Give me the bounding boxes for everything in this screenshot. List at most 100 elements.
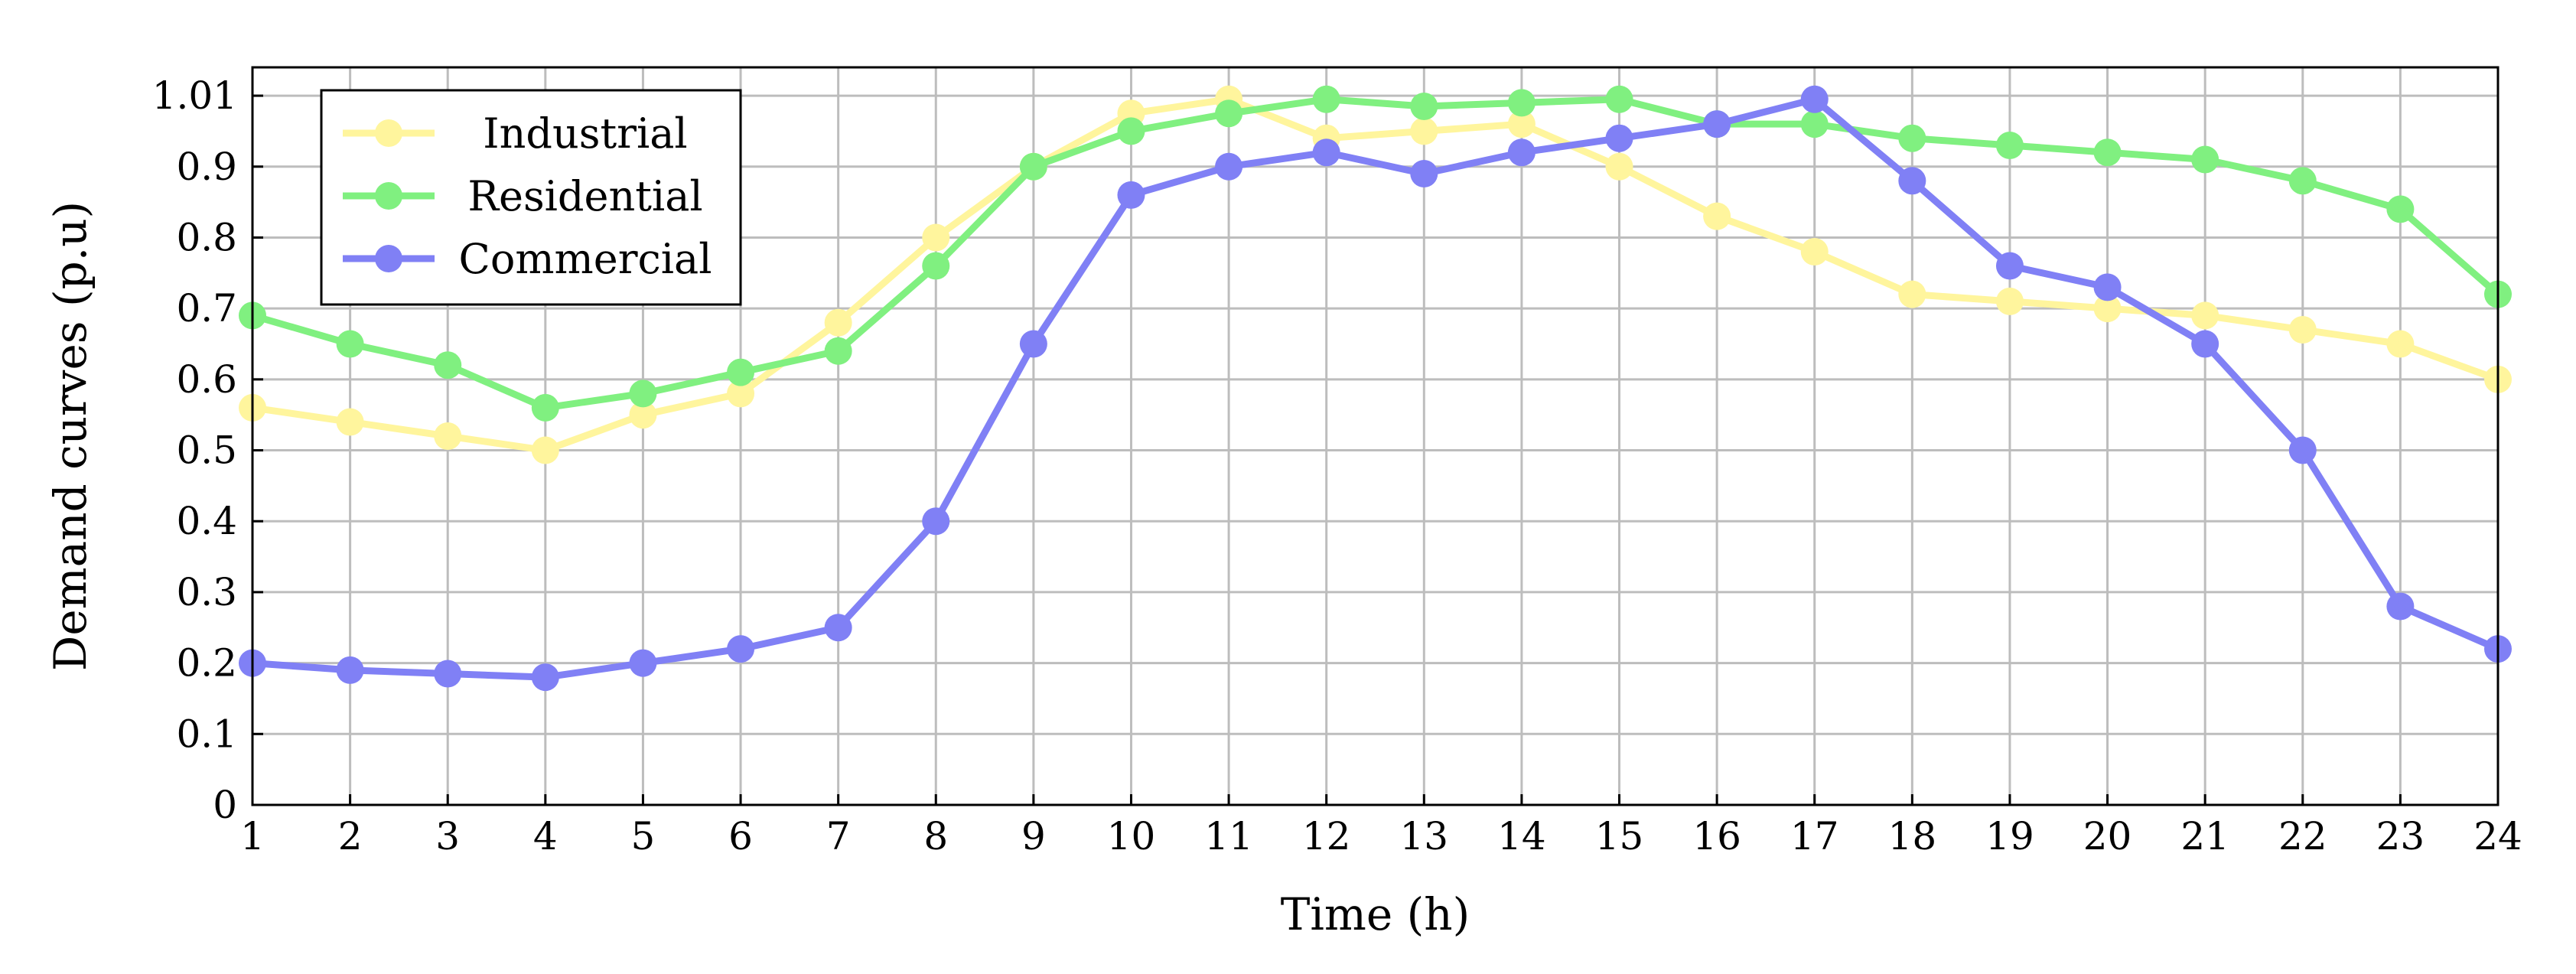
legend-entry-commercial: Commercial xyxy=(343,235,712,283)
data-point-commercial xyxy=(1410,160,1438,188)
data-point-residential xyxy=(2191,145,2219,174)
x-tick-label: 21 xyxy=(2180,814,2229,858)
data-point-residential xyxy=(1410,92,1438,120)
data-point-residential xyxy=(1507,89,1536,117)
data-point-commercial xyxy=(434,660,462,688)
data-point-residential xyxy=(1312,85,1340,113)
x-tick-label: 15 xyxy=(1595,814,1644,858)
data-point-commercial xyxy=(2191,330,2219,358)
legend: Industrial Residential Commercial xyxy=(320,89,742,306)
x-tick-label: 7 xyxy=(826,814,851,858)
data-point-residential xyxy=(1995,131,2024,159)
data-point-commercial xyxy=(1800,85,1829,113)
legend-label: Industrial xyxy=(483,109,687,158)
data-point-industrial xyxy=(1995,287,2024,315)
legend-label: Commercial xyxy=(459,235,712,283)
data-point-commercial xyxy=(336,656,364,684)
y-tick-label: 0.3 xyxy=(176,570,237,614)
x-tick-label: 9 xyxy=(1021,814,1046,858)
data-point-residential xyxy=(531,393,559,422)
y-tick-label: 1.01 xyxy=(152,73,237,118)
data-point-commercial xyxy=(1995,252,2024,280)
data-point-industrial xyxy=(2288,315,2317,344)
data-point-residential xyxy=(2386,195,2415,223)
x-tick-label: 17 xyxy=(1790,814,1839,858)
data-point-industrial xyxy=(1410,117,1438,145)
plot-frame xyxy=(251,66,2499,806)
data-point-residential xyxy=(629,380,657,408)
legend-swatch-marker xyxy=(375,245,402,272)
x-tick-label: 18 xyxy=(1888,814,1937,858)
series-line-residential xyxy=(249,96,2502,412)
y-tick-label: 0.9 xyxy=(176,145,237,189)
x-tick-label: 22 xyxy=(2278,814,2327,858)
data-point-commercial xyxy=(531,663,559,692)
series-line-commercial xyxy=(249,96,2502,681)
data-point-industrial xyxy=(2093,295,2122,323)
legend-label: Residential xyxy=(467,172,702,220)
y-tick-label: 0.4 xyxy=(176,499,237,543)
legend-entry-industrial: Industrial xyxy=(343,109,688,158)
data-point-residential xyxy=(922,252,950,280)
data-point-residential xyxy=(336,330,364,358)
data-point-residential xyxy=(1117,117,1145,145)
series-line-industrial xyxy=(249,96,2502,454)
data-point-residential xyxy=(824,337,852,365)
data-point-industrial xyxy=(922,223,950,252)
x-tick-label: 24 xyxy=(2473,814,2522,858)
y-tick-label: 0.6 xyxy=(176,357,237,402)
legend-entry-residential: Residential xyxy=(343,172,703,220)
x-tick-label: 16 xyxy=(1692,814,1741,858)
data-point-industrial xyxy=(336,408,364,436)
data-point-industrial xyxy=(2191,301,2219,330)
x-tick-label: 23 xyxy=(2376,814,2425,858)
x-tick-label: 1 xyxy=(240,814,265,858)
data-point-commercial xyxy=(2093,273,2122,301)
legend-swatch-marker xyxy=(375,182,402,210)
legend-entries: Industrial Residential Commercial xyxy=(343,109,712,283)
data-point-commercial xyxy=(727,635,755,663)
data-point-commercial xyxy=(1312,138,1340,167)
data-point-industrial xyxy=(531,436,559,464)
tick-labels: 1 2 3 4 5 6 7 8 9 10 11 12 13 14 15 16 17 18 19 20 21 22 23 240… xyxy=(152,73,2522,858)
data-point-commercial xyxy=(2386,592,2415,621)
data-point-residential xyxy=(1605,85,1633,113)
y-tick-label: 0.2 xyxy=(176,641,237,686)
x-tick-label: 6 xyxy=(728,814,753,858)
data-point-industrial xyxy=(1800,238,1829,265)
data-point-residential xyxy=(1215,99,1243,128)
data-point-industrial xyxy=(2386,330,2415,358)
x-tick-label: 14 xyxy=(1497,814,1546,858)
x-tick-label: 19 xyxy=(1985,814,2034,858)
data-point-commercial xyxy=(629,649,657,677)
y-tick-label: 0.7 xyxy=(176,286,237,331)
data-point-industrial xyxy=(1703,202,1731,230)
x-tick-label: 8 xyxy=(923,814,948,858)
x-tick-label: 11 xyxy=(1204,814,1253,858)
data-point-commercial xyxy=(1703,110,1731,138)
data-point-industrial xyxy=(824,308,852,337)
data-point-industrial xyxy=(1605,152,1633,181)
series-layer xyxy=(239,85,2512,692)
x-tick-label: 4 xyxy=(533,814,558,858)
x-tick-label: 12 xyxy=(1302,814,1351,858)
data-point-commercial xyxy=(1605,124,1633,152)
x-tick-label: 13 xyxy=(1399,814,1448,858)
data-point-commercial xyxy=(1117,181,1145,209)
data-point-commercial xyxy=(1215,152,1243,181)
x-tick-label: 10 xyxy=(1107,814,1156,858)
y-tick-label: 0.5 xyxy=(176,428,237,473)
data-point-industrial xyxy=(1507,110,1536,138)
y-tick-label: 0 xyxy=(213,783,237,827)
data-point-commercial xyxy=(1019,330,1047,358)
data-point-commercial xyxy=(1507,138,1536,167)
data-point-residential xyxy=(434,351,462,380)
data-point-commercial xyxy=(922,507,950,536)
x-tick-label: 2 xyxy=(338,814,363,858)
data-point-industrial xyxy=(727,380,755,408)
x-axis-title: Time (h) xyxy=(1281,888,1470,940)
data-point-residential xyxy=(2288,167,2317,195)
data-point-commercial xyxy=(2288,436,2317,464)
legend-swatch-marker xyxy=(375,119,402,147)
data-point-industrial xyxy=(629,401,657,429)
